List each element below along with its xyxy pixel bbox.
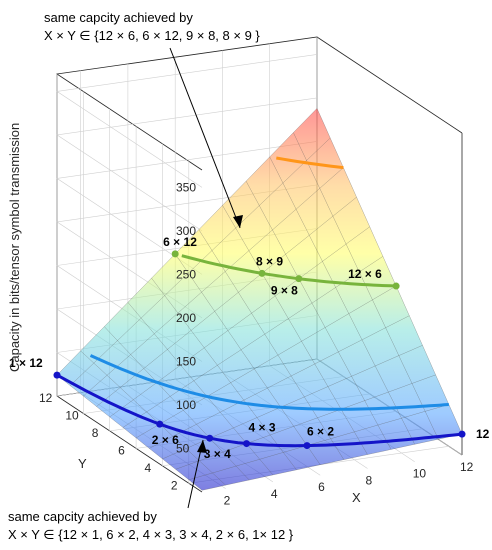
data-point <box>243 440 251 448</box>
mesh-line-x <box>316 108 463 435</box>
mesh-line-x <box>80 350 226 486</box>
mesh-line-y <box>175 374 436 470</box>
mesh-line-y <box>188 404 449 481</box>
top-annotation-arrow <box>169 47 241 229</box>
back-top-edge-right <box>316 36 463 134</box>
data-point <box>458 430 466 438</box>
data-markers <box>53 250 466 450</box>
bottom-annotation-line2: X × Y ∈ {12 × 1, 6 × 2, 4 × 3, 3 × 4, 2 … <box>8 527 294 542</box>
point-label: 3 × 4 <box>204 447 231 461</box>
z-tick-label: 350 <box>176 180 196 194</box>
z-axis-label: Capacity in bits/tensor symbol transmiss… <box>7 123 22 372</box>
z-tick-label: 50 <box>176 441 190 455</box>
mesh-line-x <box>56 374 203 491</box>
point-label: 2 × 6 <box>152 433 179 447</box>
data-point <box>156 420 164 428</box>
point-labels: 12 × 1 6 × 2 4 × 3 3 × 4 2 × 6 1 × 12 12 × 6 9 … <box>9 235 492 461</box>
bottom-annotation-line1: same capcity achieved by <box>8 509 157 524</box>
mesh-line-y <box>135 285 397 439</box>
data-point <box>303 442 311 450</box>
z-tick-label: 250 <box>176 267 196 281</box>
surface-mesh <box>56 108 463 491</box>
z-tick-label: 300 <box>176 224 196 238</box>
mesh-line-x <box>151 277 297 470</box>
z-tick-label: 100 <box>176 398 196 412</box>
point-label: 9 × 8 <box>271 284 298 298</box>
mesh-line-y <box>149 315 410 449</box>
data-point <box>171 250 179 258</box>
mesh-line-x <box>222 205 368 455</box>
contour-line <box>56 373 463 448</box>
point-label: 8 × 9 <box>256 254 283 268</box>
contour-line <box>89 354 449 411</box>
capacity-surface <box>57 108 462 491</box>
mesh-line-y <box>122 256 384 428</box>
data-point <box>392 282 400 290</box>
mesh-line-x <box>104 326 250 481</box>
surface-fill <box>57 108 462 491</box>
data-point <box>295 275 303 283</box>
z-tick-label: 200 <box>176 311 196 325</box>
y-tick-label: 12 <box>39 391 53 405</box>
y-tick-label: 6 <box>118 443 125 457</box>
mesh-line-y <box>83 167 344 397</box>
y-tick-label: 10 <box>65 408 79 422</box>
top-annotation-line2: X × Y ∈ {12 × 6, 6 × 12, 9 × 8, 8 × 9 } <box>44 28 260 43</box>
point-label: 6 × 12 <box>163 235 197 249</box>
top-annotation-line1: same capcity achieved by <box>44 10 193 25</box>
point-label: 12 × 6 <box>348 267 382 281</box>
x-tick-label: 10 <box>413 467 427 481</box>
bottom-arrowhead <box>197 440 207 453</box>
x-tick-label: 4 <box>271 487 278 501</box>
point-label: 6 × 2 <box>307 425 334 439</box>
mesh-line-x <box>245 180 392 450</box>
mesh-line-y <box>201 433 463 491</box>
y-axis-label: Y <box>78 456 87 471</box>
point-label: 12 × 1 <box>476 427 492 441</box>
mesh-line-y <box>96 197 357 407</box>
data-point <box>53 371 61 379</box>
x-tick-label: 6 <box>318 480 325 494</box>
point-label: 4 × 3 <box>249 421 276 435</box>
x-axis-label: X <box>352 490 361 505</box>
point-label: 1 × 12 <box>9 356 43 370</box>
x-tick-label: 12 <box>460 460 474 474</box>
data-point <box>206 434 214 442</box>
mesh-line-x <box>198 229 345 460</box>
annotation-arrows <box>169 47 243 509</box>
x-tick-label: 8 <box>365 473 372 487</box>
mesh-line-y <box>56 108 318 376</box>
axis-ticks: 50 100 150 200 250 300 350 2 4 6 8 10 12 2 4 6 8 10 12 <box>39 180 474 507</box>
mesh-line-x <box>174 253 321 465</box>
contour-line <box>276 156 344 170</box>
y-tick-label: 2 <box>171 478 178 492</box>
top-arrowhead <box>233 215 243 228</box>
data-point <box>258 269 266 277</box>
mesh-line-y <box>109 226 370 418</box>
z-tick-label: 150 <box>176 354 196 368</box>
y-tick-label: 8 <box>92 426 99 440</box>
y-tick-label: 4 <box>144 461 151 475</box>
mesh-line-x <box>269 156 415 445</box>
x-tick-label: 2 <box>224 494 231 508</box>
mesh-line-y <box>162 345 423 460</box>
